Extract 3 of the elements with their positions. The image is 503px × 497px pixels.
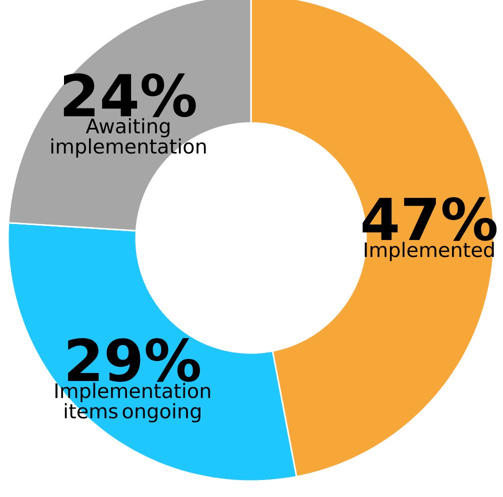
data-label: 24% <box>64 73 196 118</box>
data-label: 29% <box>68 338 200 382</box>
slice-label: Awaiting implementation <box>51 118 206 158</box>
